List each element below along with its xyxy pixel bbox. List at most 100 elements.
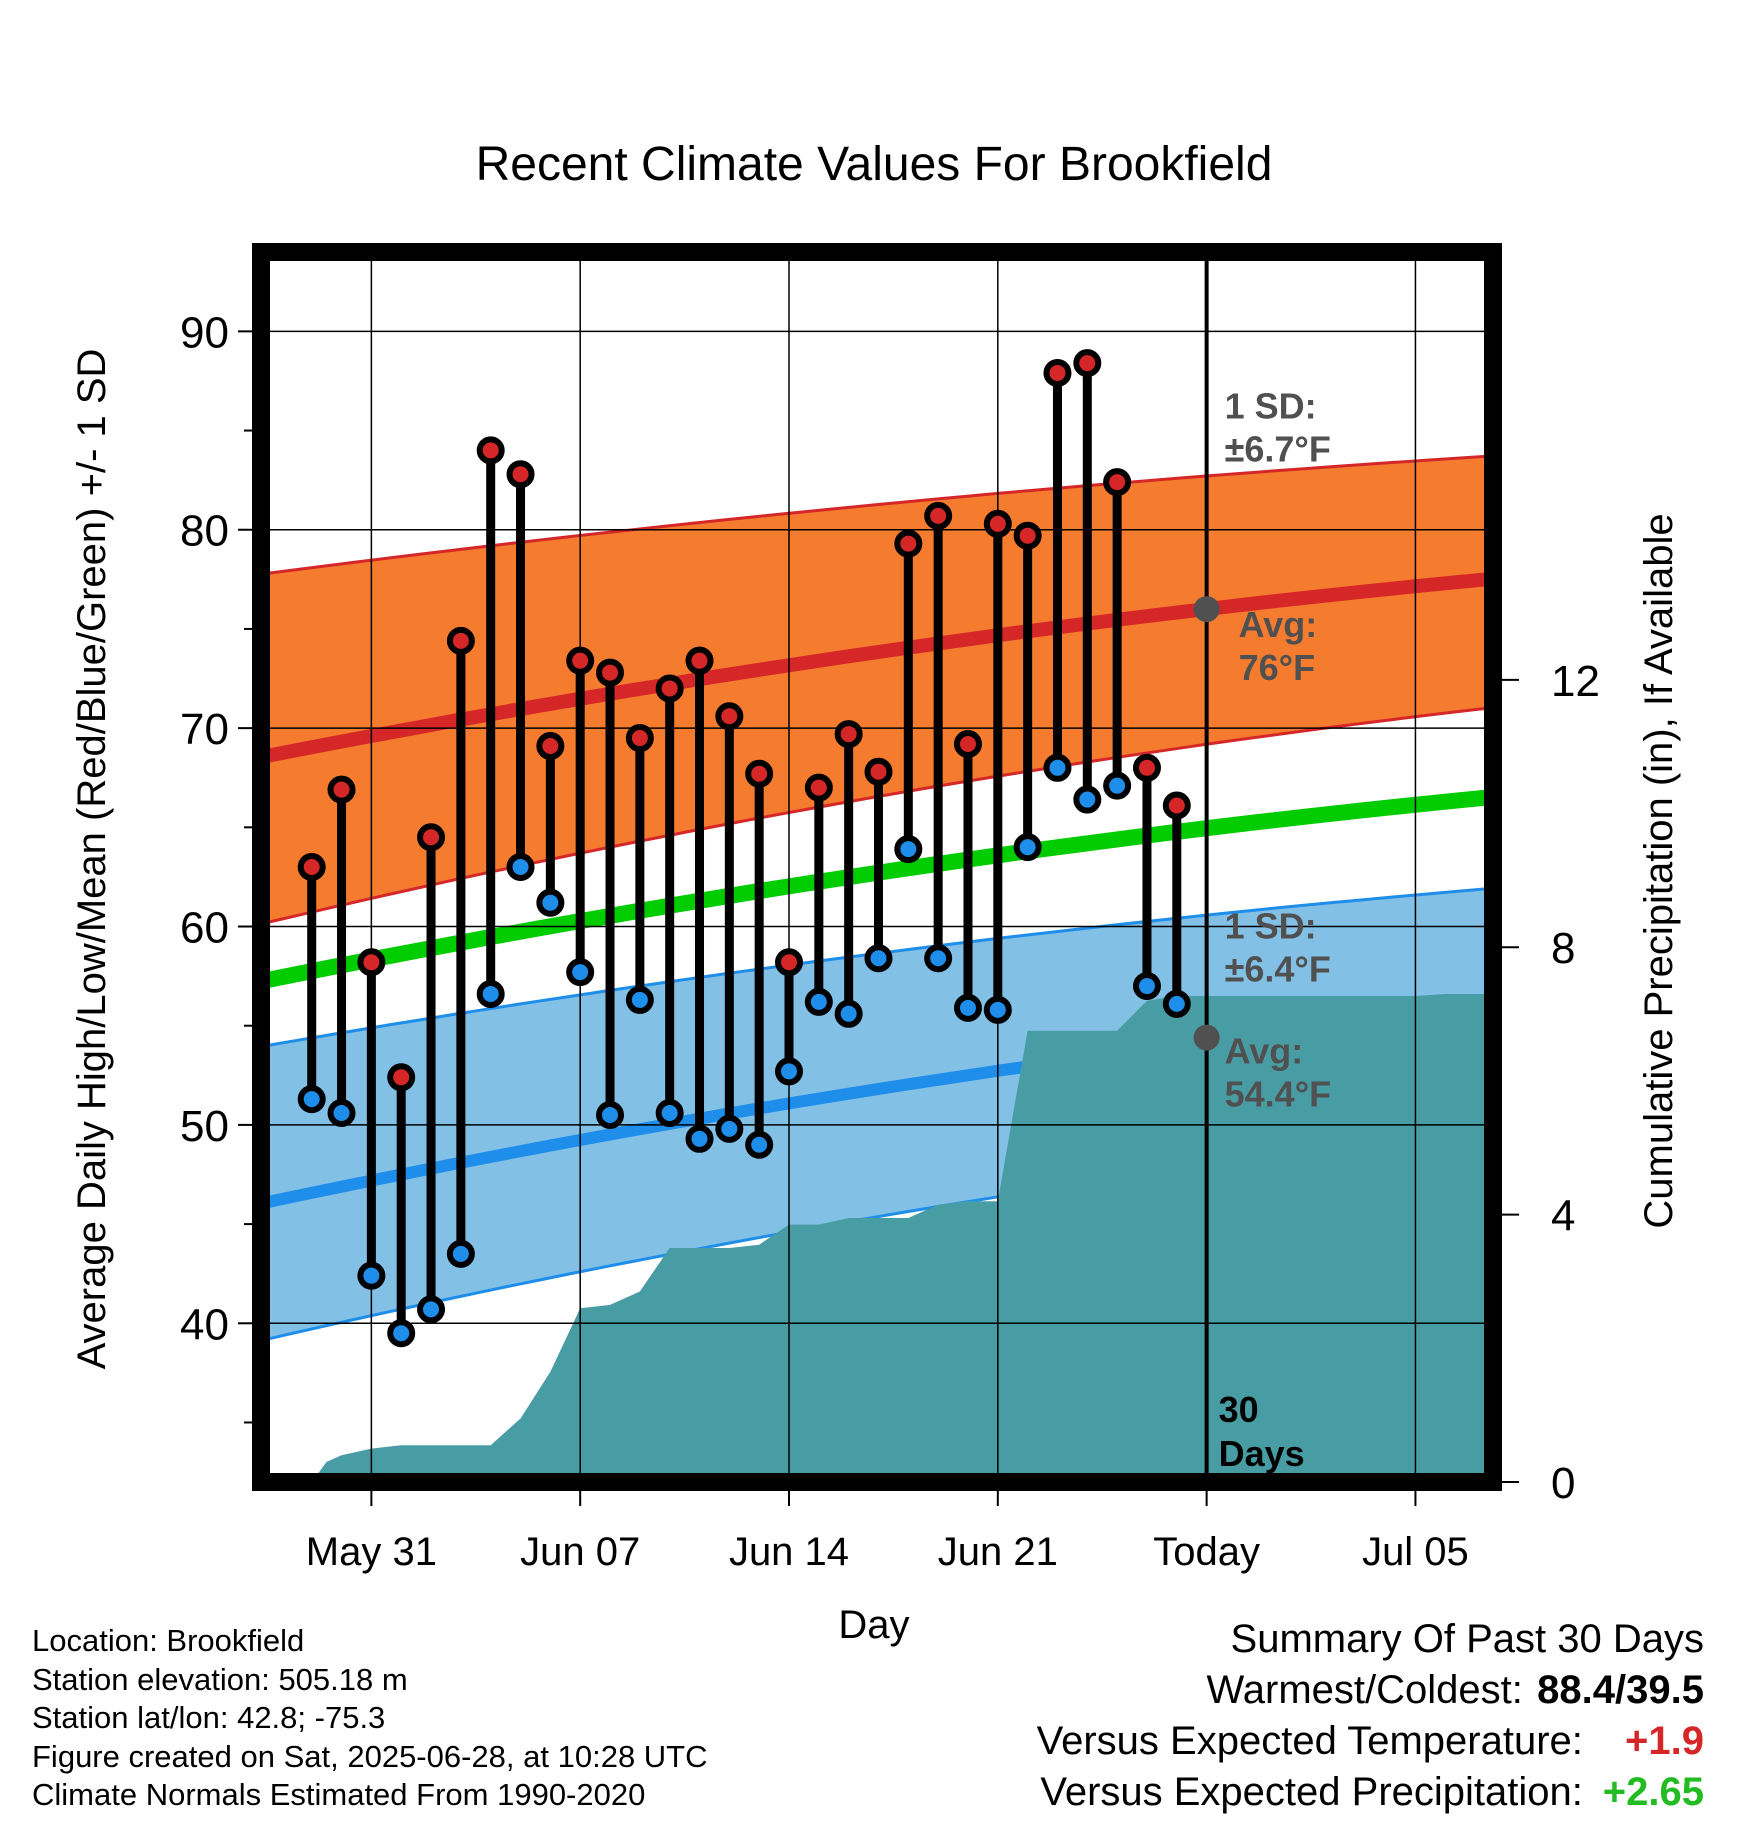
x-tick-label: Today xyxy=(1153,1530,1260,1574)
high-avg-annotation: Avg: 76°F xyxy=(1239,604,1318,688)
y-tick-label: 80 xyxy=(180,507,229,556)
high-marker xyxy=(536,731,565,760)
high-marker xyxy=(775,948,803,977)
low-marker xyxy=(864,944,893,973)
low-marker xyxy=(953,993,982,1022)
high-marker xyxy=(655,674,684,703)
axes: 40 50 60 70 80 90 0 4 8 12 May 31 Jun 07 Jun 14 Jun 2… xyxy=(180,243,1600,1574)
low-marker xyxy=(625,985,654,1014)
high-marker xyxy=(297,853,326,881)
summary-title: Summary Of Past 30 Days xyxy=(1230,1617,1704,1661)
high-marker xyxy=(625,724,654,753)
high-marker xyxy=(476,436,505,465)
created-text: Figure created on Sat, 2025-06-28, at 10… xyxy=(32,1738,708,1774)
low-marker xyxy=(536,888,565,917)
low-marker xyxy=(1043,753,1072,782)
today-days-label: 30 Days xyxy=(1219,1389,1305,1474)
chart-title: Recent Climate Values For Brookfield xyxy=(476,138,1273,191)
y-tick-label: 60 xyxy=(180,904,229,953)
elevation-text: Station elevation: 505.18 m xyxy=(32,1661,408,1697)
precip-area xyxy=(296,994,1487,1482)
high-sd-band xyxy=(267,456,1487,923)
daily-bars xyxy=(297,349,1191,1348)
normals-text: Climate Normals Estimated From 1990-2020 xyxy=(32,1777,646,1812)
high-marker xyxy=(745,759,774,788)
high-marker xyxy=(1043,359,1072,388)
low-marker xyxy=(387,1319,416,1348)
low-marker xyxy=(983,995,1012,1024)
high-marker xyxy=(1132,753,1161,782)
low-avg-annotation: Avg: 54.4°F xyxy=(1225,1030,1331,1114)
low-marker xyxy=(297,1085,326,1114)
high-marker xyxy=(327,775,356,804)
low-marker xyxy=(1073,785,1102,814)
low-marker xyxy=(745,1130,774,1159)
warm-cold-value: 88.4/39.5 xyxy=(1537,1668,1704,1712)
low-marker xyxy=(446,1239,475,1268)
low-marker xyxy=(834,999,863,1028)
high-marker xyxy=(1073,349,1102,378)
high-marker xyxy=(566,646,595,675)
high-marker xyxy=(596,658,625,687)
low-marker xyxy=(327,1099,356,1127)
y2-tick-label: 12 xyxy=(1551,657,1600,706)
high-marker xyxy=(506,460,535,489)
high-marker xyxy=(864,757,893,786)
low-marker xyxy=(417,1295,446,1324)
latlon-text: Station lat/lon: 42.8; -75.3 xyxy=(32,1700,386,1735)
low-marker xyxy=(924,944,953,973)
high-marker xyxy=(357,948,386,977)
precip-label: Versus Expected Precipitation: xyxy=(1040,1770,1583,1814)
low-marker xyxy=(1103,771,1132,800)
low-marker xyxy=(596,1100,625,1129)
low-marker xyxy=(715,1114,744,1143)
y-tick-label: 90 xyxy=(180,308,229,357)
summary-panel: Summary Of Past 30 Days Warmest/Coldest:… xyxy=(1037,1614,1704,1818)
today-low-avg-dot xyxy=(1193,1024,1220,1051)
low-marker xyxy=(506,853,535,881)
low-marker xyxy=(1132,972,1161,1001)
high-marker xyxy=(834,720,863,749)
low-marker xyxy=(476,979,505,1008)
y-axis-label: Average Daily High/Low/Mean (Red/Blue/Gr… xyxy=(70,349,114,1370)
y2-tick-label: 8 xyxy=(1551,924,1575,973)
high-marker xyxy=(685,646,714,675)
low-sd-annotation: 1 SD: ±6.4°F xyxy=(1225,905,1331,989)
temp-value: +1.9 xyxy=(1625,1719,1704,1763)
station-info: Location: Brookfield Station elevation: … xyxy=(32,1622,708,1815)
y2-tick-label: 4 xyxy=(1551,1192,1575,1241)
location-text: Location: Brookfield xyxy=(32,1623,305,1658)
low-marker xyxy=(804,987,833,1016)
y2-axis-label: Cumulative Precipitation (in), If Availa… xyxy=(1637,513,1681,1228)
x-tick-label: Jun 21 xyxy=(938,1530,1058,1574)
high-marker xyxy=(1162,791,1191,820)
x-tick-label: May 31 xyxy=(306,1530,437,1574)
high-avg-line xyxy=(265,572,1488,763)
y2-tick-label: 0 xyxy=(1551,1459,1575,1508)
precip-value: +2.65 xyxy=(1602,1770,1704,1814)
low-marker xyxy=(1162,989,1191,1018)
y-tick-label: 50 xyxy=(180,1102,229,1151)
y-tick-label: 70 xyxy=(180,705,229,754)
plot-frame xyxy=(252,243,1502,1491)
temp-label: Versus Expected Temperature: xyxy=(1036,1719,1583,1763)
low-marker xyxy=(655,1099,684,1127)
low-marker xyxy=(357,1261,386,1290)
high-marker xyxy=(446,626,475,655)
high-sd-annotation: 1 SD: ±6.7°F xyxy=(1225,386,1331,470)
y-tick-label: 40 xyxy=(180,1300,229,1349)
high-marker xyxy=(953,730,982,758)
x-axis-label: Day xyxy=(838,1603,909,1647)
low-marker xyxy=(775,1057,803,1086)
high-marker xyxy=(924,501,953,530)
high-marker xyxy=(1103,468,1132,497)
low-marker xyxy=(894,835,923,864)
low-marker xyxy=(685,1124,714,1153)
high-marker xyxy=(417,823,446,852)
x-tick-label: Jul 05 xyxy=(1362,1530,1469,1574)
high-marker xyxy=(715,702,744,731)
low-marker xyxy=(1013,833,1042,862)
high-marker xyxy=(387,1063,416,1092)
summary-warm-cold: Warmest/Coldest: 88.4/39.5 xyxy=(1037,1665,1705,1716)
